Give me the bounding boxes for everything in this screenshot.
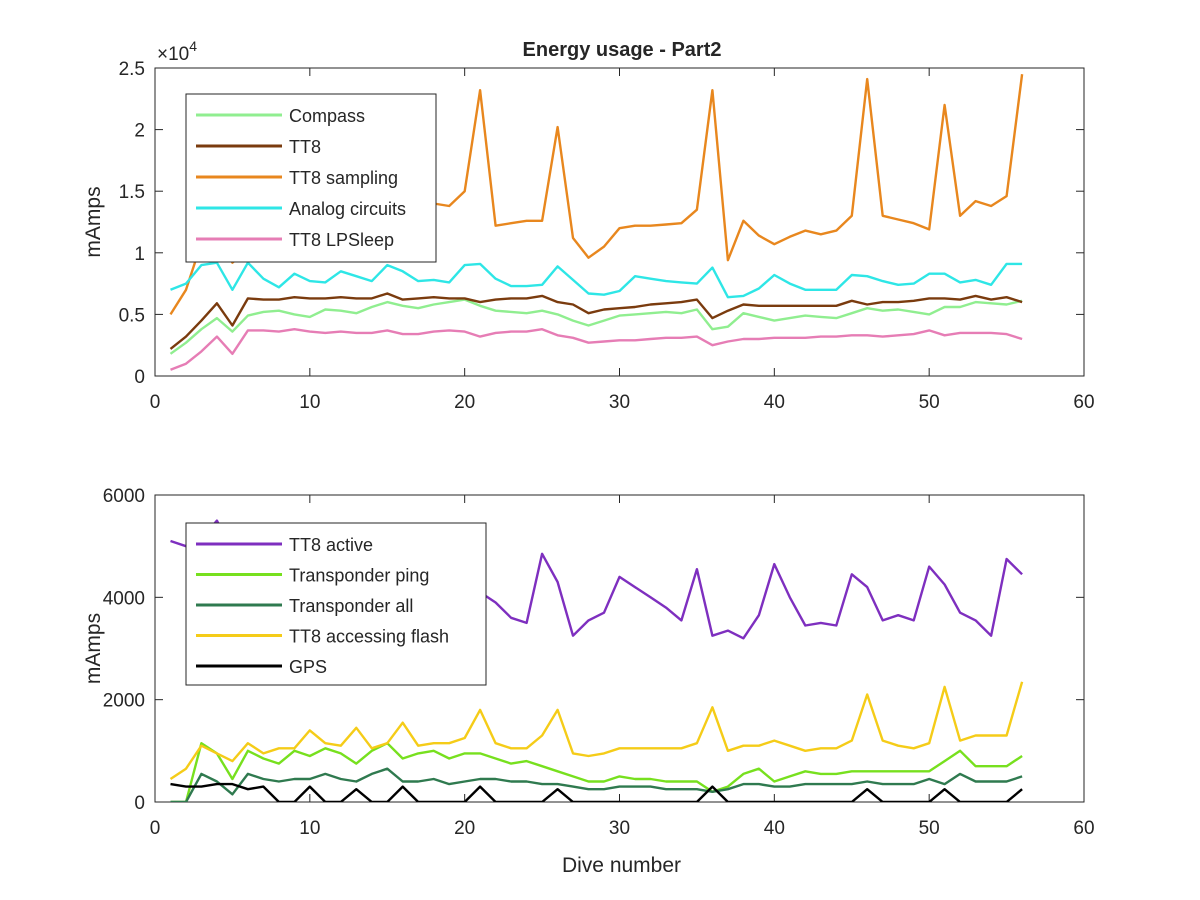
legend-label-tt8-active: TT8 active [289, 535, 373, 555]
legend-label-transponder-all: Transponder all [289, 596, 413, 616]
y-tick-label: 6000 [103, 486, 145, 507]
x-tick-label: 50 [919, 392, 940, 413]
y-tick-label: 0.5 [119, 305, 145, 326]
y-tick-label: 1 [134, 244, 145, 265]
x-tick-label: 0 [150, 818, 161, 839]
legend-label-tt8-accessing-flash: TT8 accessing flash [289, 627, 449, 647]
legend-label-analog-circuits: Analog circuits [289, 199, 406, 219]
y-axis-label: mAmps [82, 613, 105, 684]
chart-title: Energy usage - Part2 [523, 39, 722, 61]
legend: TT8 active Transponder ping Transponder al… [185, 522, 487, 686]
x-tick-label: 30 [609, 392, 630, 413]
y-tick-label: 0 [134, 793, 145, 814]
x-tick-label: 40 [764, 818, 785, 839]
bottom-panel: 0 10 20 30 40 50 60 0 2000 4000 6000 mAmps Dive numb… [82, 486, 1095, 877]
x-tick-label: 40 [764, 392, 785, 413]
legend-box [185, 93, 437, 263]
top-panel: 0 10 20 30 40 50 60 0 0.5 1 1.5 2 2.5 ×104 mAmps Compas… [82, 38, 1095, 413]
x-tick-label: 10 [299, 392, 320, 413]
y-tick-label: 2000 [103, 691, 145, 712]
y-exponent-label: ×104 [157, 38, 197, 65]
y-tick-label: 0 [134, 367, 145, 388]
x-tick-label: 20 [454, 818, 475, 839]
series-line-transponder-all [170, 767, 1023, 802]
x-tick-label: 60 [1073, 818, 1094, 839]
legend-label-gps: GPS [289, 657, 327, 677]
x-axis-label: Dive number [562, 854, 681, 877]
legend-label-tt8-lpsleep: TT8 LPSleep [289, 230, 394, 250]
legend: Compass TT8 TT8 sampling Analog circuits TT8… [185, 93, 437, 263]
series-line-analog-circuits [170, 261, 1023, 299]
legend-label-compass: Compass [289, 106, 365, 126]
x-tick-label: 20 [454, 392, 475, 413]
series-line-gps [170, 782, 1023, 802]
series-line-compass [169, 298, 1023, 355]
y-tick-label: 1.5 [119, 182, 145, 203]
legend-label-tt8-sampling: TT8 sampling [289, 168, 398, 188]
series-line-tt8-accessing-flash [169, 681, 1024, 780]
x-tick-label: 0 [150, 392, 161, 413]
x-tick-label: 50 [919, 818, 940, 839]
series-line-transponder-ping [170, 742, 1023, 802]
x-tick-label: 60 [1073, 392, 1094, 413]
y-tick-label: 2 [134, 121, 145, 142]
y-axis-label: mAmps [82, 186, 105, 257]
x-tick-label: 30 [609, 818, 630, 839]
legend-label-tt8: TT8 [289, 137, 321, 157]
y-tick-label: 4000 [103, 588, 145, 609]
legend-label-transponder-ping: Transponder ping [289, 566, 429, 586]
series-line-tt8 [169, 292, 1023, 350]
series-line-tt8-lpsleep [170, 328, 1023, 371]
x-tick-label: 10 [299, 818, 320, 839]
y-tick-label: 2.5 [119, 59, 145, 80]
